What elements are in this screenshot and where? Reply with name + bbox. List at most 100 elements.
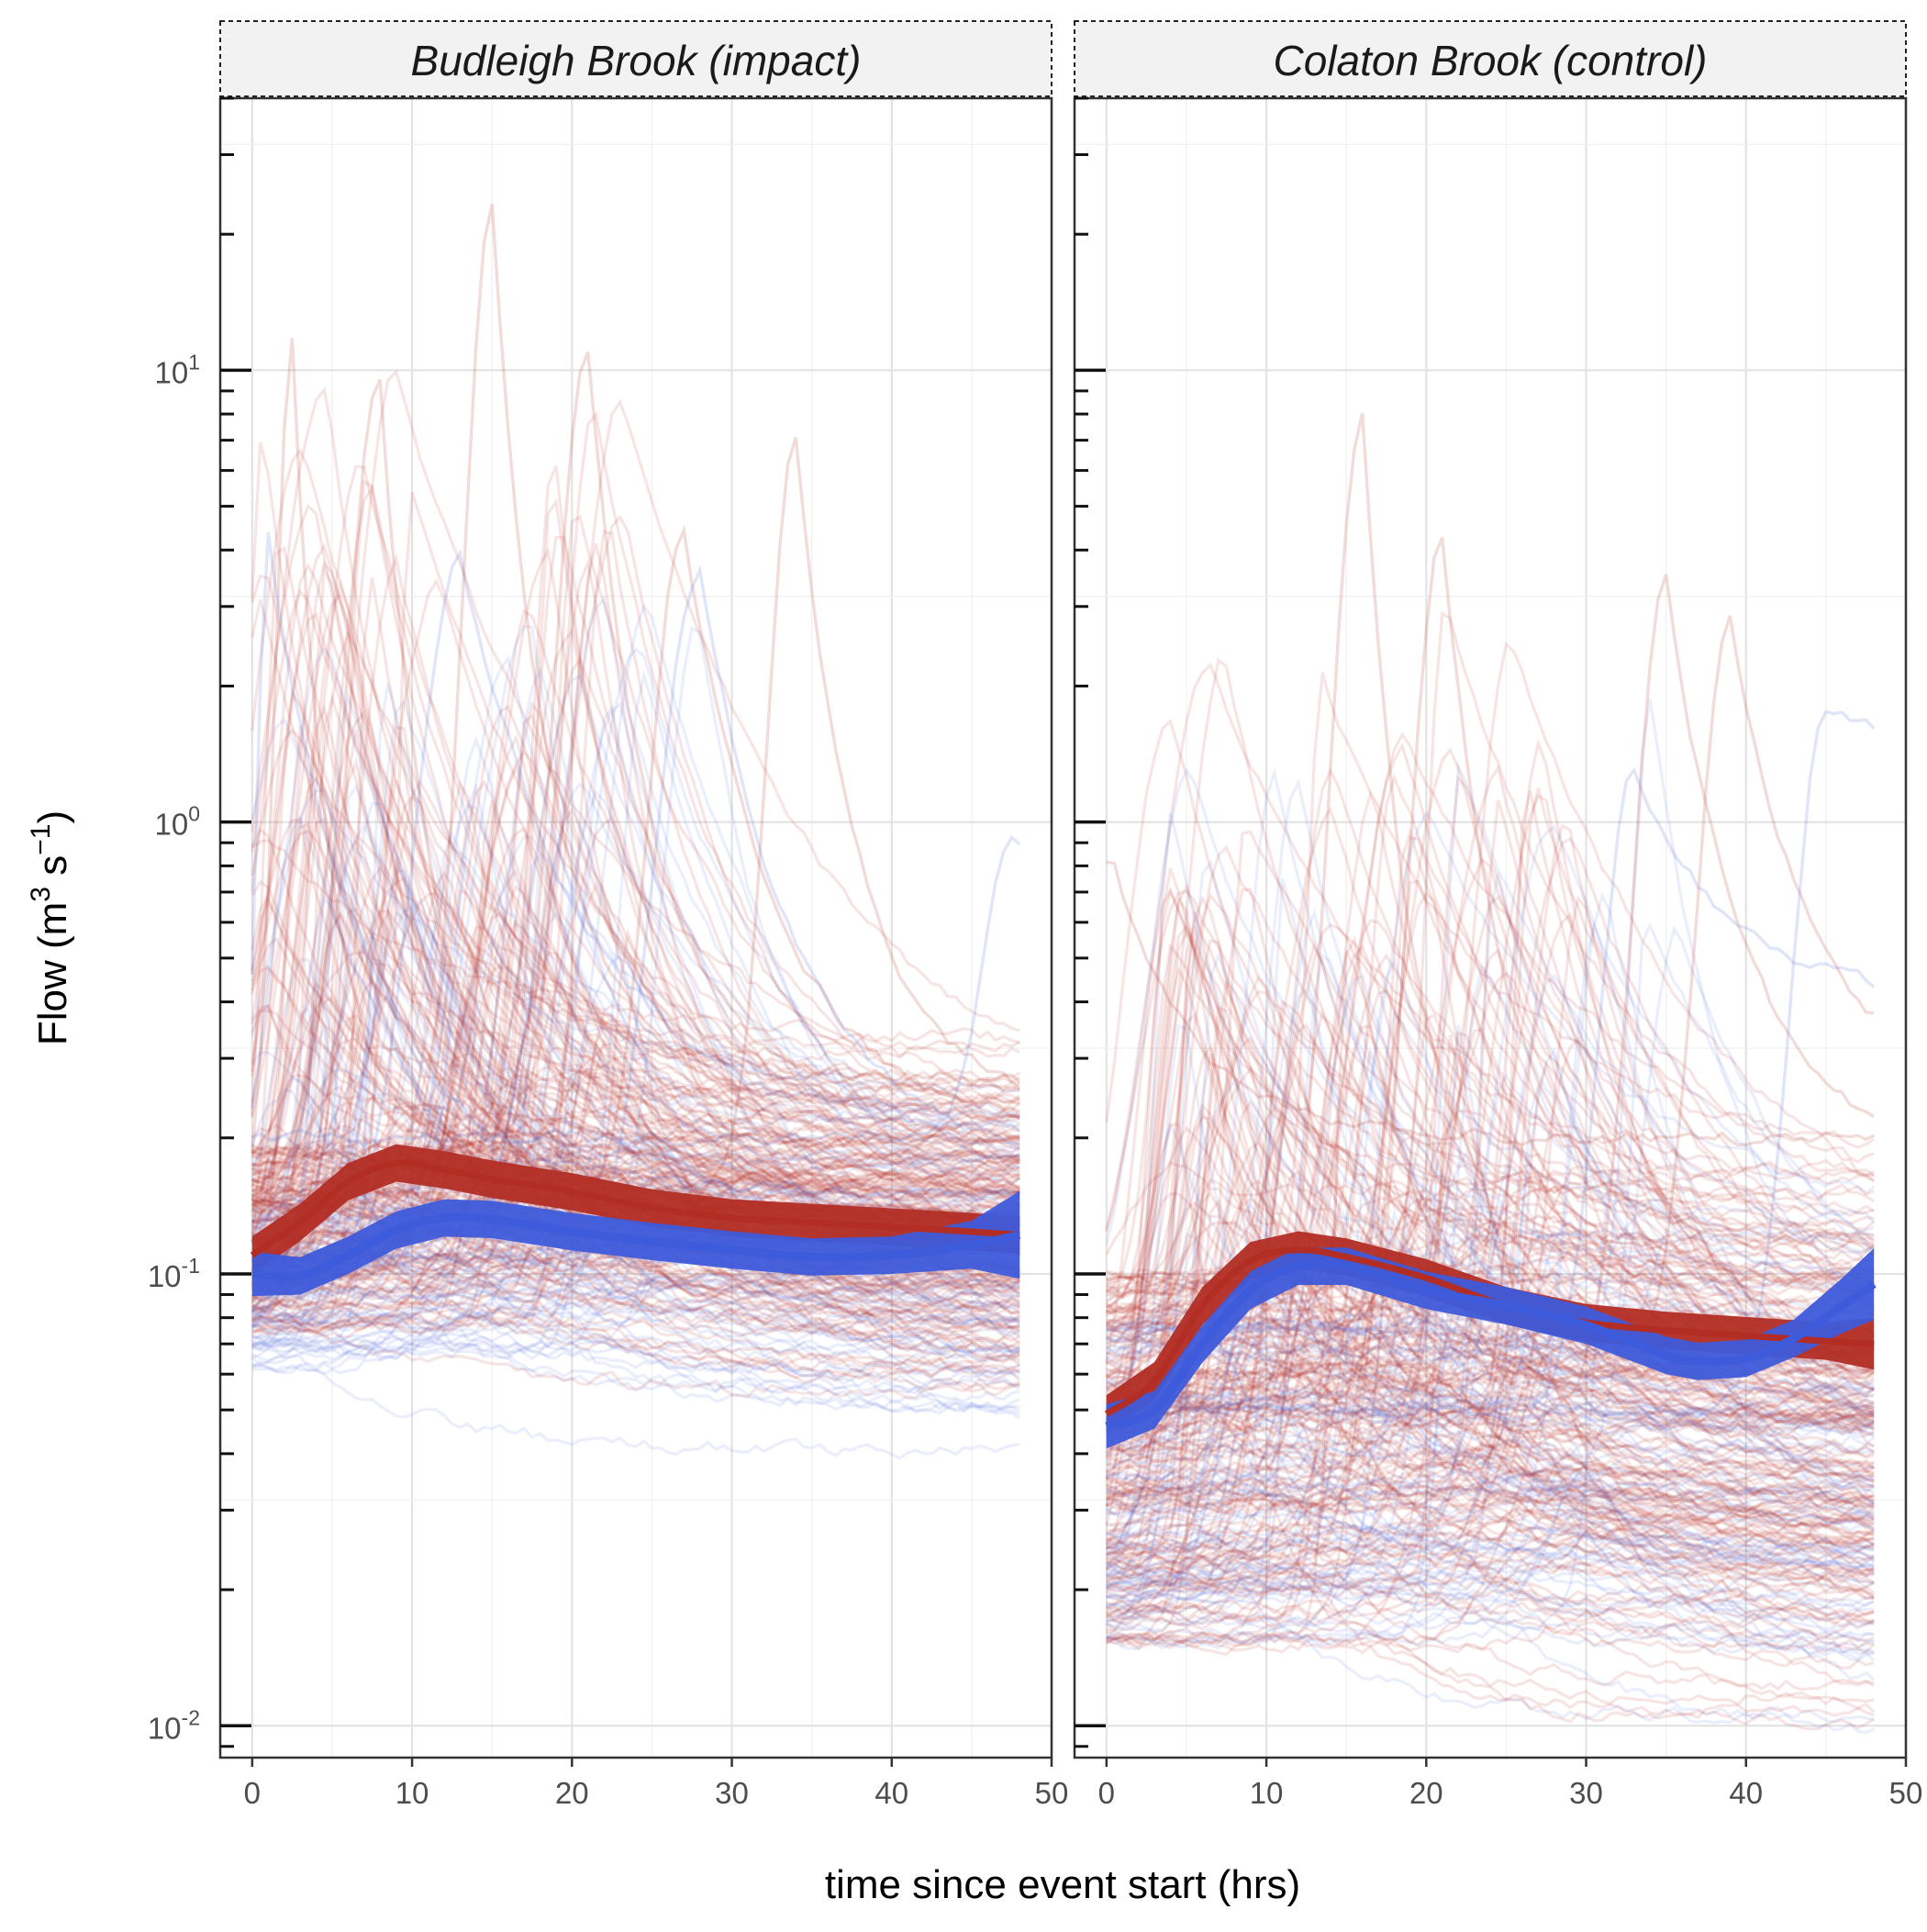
event-line-red — [1105, 1541, 1875, 1632]
event-line-blue — [251, 1354, 1020, 1460]
event-line-red — [1106, 1162, 1875, 1489]
event-line-blue — [251, 647, 1020, 1329]
event-line-red — [1105, 1386, 1875, 1597]
event-line-red — [1106, 1034, 1875, 1600]
event-line-red — [251, 1111, 1020, 1194]
event-line-red — [1106, 1325, 1876, 1620]
event-line-red — [1105, 889, 1875, 1317]
event-line-red — [1106, 1135, 1875, 1569]
event-line-blue — [251, 1194, 1020, 1364]
event-line-red — [1106, 879, 1876, 1490]
x-tick-label: 10 — [395, 1776, 429, 1810]
event-line-red — [1106, 1316, 1875, 1431]
event-line-red — [251, 1081, 1021, 1346]
event-line-red — [1106, 1486, 1875, 1585]
event-line-red — [1106, 1458, 1876, 1509]
event-line-red — [251, 921, 1021, 1339]
event-line-red — [251, 729, 1020, 1245]
strip-title: Colaton Brook (control) — [1274, 37, 1708, 84]
event-line-red — [1106, 1345, 1875, 1527]
event-line-red — [251, 1240, 1021, 1362]
event-line-blue-peak — [251, 531, 1020, 1204]
event-line-blue — [1106, 1435, 1875, 1645]
event-line-blue — [1106, 1225, 1875, 1344]
event-line-red — [1106, 1395, 1875, 1513]
event-line-blue — [1106, 1279, 1875, 1502]
event-line-red — [1106, 1035, 1875, 1325]
event-line-red — [1106, 1339, 1875, 1506]
event-line-red — [251, 546, 1020, 1297]
event-line-red — [251, 656, 1020, 1216]
event-line-red — [1106, 1197, 1875, 1397]
event-line-red — [1106, 1344, 1875, 1579]
event-line-blue — [1106, 974, 1875, 1579]
event-line-red — [1106, 1499, 1876, 1623]
event-line-red — [251, 588, 1021, 1103]
event-line-red-peak — [251, 352, 1020, 1218]
event-line-red — [1106, 1373, 1875, 1444]
event-line-red — [251, 756, 1021, 1379]
event-line-red — [1106, 1567, 1876, 1608]
event-line-red — [1106, 1422, 1875, 1646]
event-line-red — [1106, 1564, 1875, 1657]
x-tick-label: 50 — [1889, 1776, 1923, 1810]
event-line-red — [1106, 1330, 1875, 1597]
event-line-blue — [1106, 1465, 1876, 1570]
event-line-red — [1106, 1005, 1876, 1655]
event-line-blue — [251, 1241, 1020, 1379]
event-line-blue — [251, 1309, 1020, 1414]
y-tick-exponent: 1 — [188, 350, 200, 374]
event-line-red — [251, 448, 1020, 1223]
y-axis-title: Flow (m3 s−1) — [26, 810, 75, 1045]
event-line-red — [251, 574, 1021, 1201]
event-line-red — [251, 910, 1020, 1276]
event-line-blue — [251, 788, 1020, 1326]
event-line-red — [251, 1268, 1020, 1393]
x-tick-label: 20 — [1409, 1776, 1443, 1810]
event-line-blue — [1105, 1357, 1876, 1538]
event-line-red — [1106, 1306, 1875, 1410]
event-line-red — [251, 1100, 1021, 1227]
event-line-red — [251, 557, 1020, 1331]
event-line-red — [1106, 925, 1876, 1584]
event-line-red — [1106, 1457, 1875, 1592]
event-line-blue — [1106, 1530, 1875, 1610]
event-line-blue — [1106, 1428, 1876, 1649]
event-line-red — [1105, 844, 1875, 1411]
event-line-blue — [1106, 1231, 1875, 1528]
event-line-red — [251, 1018, 1021, 1211]
event-line-red — [251, 1033, 1020, 1335]
event-line-red — [1105, 1122, 1876, 1731]
event-line-red — [1106, 1506, 1876, 1592]
event-line-red — [251, 576, 1020, 1378]
event-line-red — [251, 535, 1020, 1336]
event-line-red — [1106, 1561, 1875, 1707]
event-line-red — [251, 1305, 1020, 1401]
x-tick-label: 40 — [874, 1776, 908, 1810]
event-line-blue — [1105, 1492, 1875, 1593]
event-line-red — [1105, 657, 1875, 1313]
event-line-blue — [1106, 1380, 1876, 1494]
event-line-blue-peak — [251, 564, 1020, 1304]
x-tick-label: 0 — [1098, 1776, 1115, 1810]
event-line-red — [251, 993, 1020, 1176]
event-line-red — [1105, 1179, 1876, 1481]
y-tick-label: 101 — [154, 350, 200, 389]
event-line-red — [251, 778, 1020, 1171]
event-line-blue — [1106, 963, 1875, 1581]
event-line-blue — [1105, 1541, 1875, 1616]
event-line-blue — [1106, 1204, 1875, 1337]
x-tick-label: 40 — [1729, 1776, 1763, 1810]
event-line-red — [251, 1010, 1020, 1273]
event-line-red — [1105, 1216, 1876, 1626]
event-line-red — [1106, 911, 1875, 1583]
event-line-red — [1105, 892, 1875, 1302]
event-line-blue — [1105, 1470, 1876, 1558]
event-line-red — [1106, 891, 1875, 1600]
event-line-blue — [251, 1257, 1020, 1356]
event-line-blue — [1106, 1467, 1875, 1613]
event-line-red — [1105, 1060, 1875, 1484]
event-line-red — [251, 1247, 1020, 1334]
event-line-blue — [1106, 1352, 1875, 1437]
event-line-blue — [251, 1212, 1020, 1332]
